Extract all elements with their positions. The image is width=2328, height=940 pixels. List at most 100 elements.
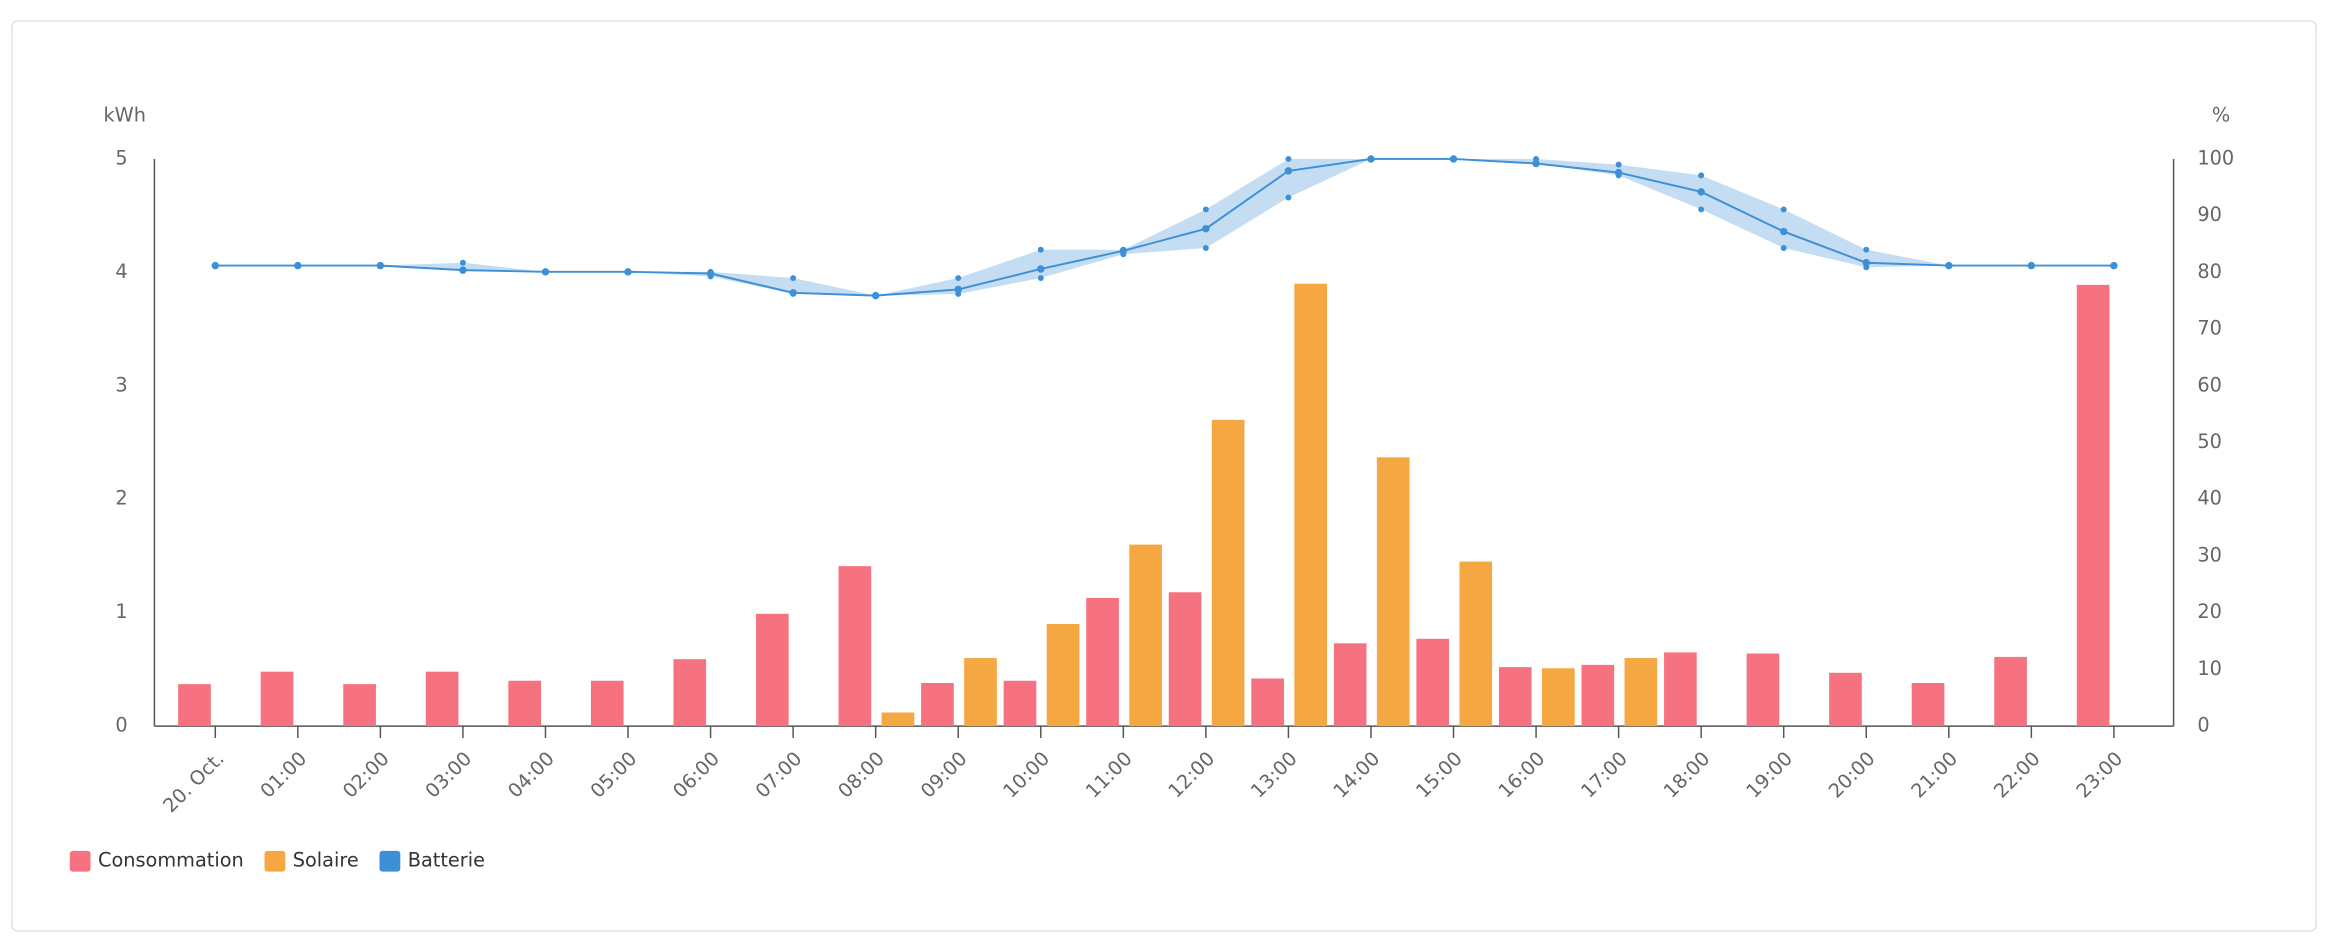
y2-tick-label: 90 <box>2197 203 2222 226</box>
range-marker <box>1202 245 1209 251</box>
bar <box>1294 283 1328 727</box>
range-marker <box>790 275 797 282</box>
bar <box>1624 658 1658 727</box>
range-marker <box>1037 275 1044 282</box>
bar <box>1086 597 1119 727</box>
y-tick-label: 1 <box>115 600 127 623</box>
line-marker <box>1697 188 1705 196</box>
range-marker <box>1202 206 1209 213</box>
y2-tick-label: 40 <box>2197 487 2222 510</box>
bar <box>343 684 376 727</box>
line-marker <box>1779 227 1788 236</box>
line-marker <box>376 261 385 270</box>
range-marker <box>955 275 962 282</box>
y-tick-label: 0 <box>115 714 127 737</box>
range-marker <box>1698 206 1705 213</box>
y-tick-label: 3 <box>115 373 127 396</box>
bar <box>964 658 997 727</box>
bar <box>508 680 542 727</box>
line-marker <box>1284 167 1293 175</box>
y-axis-label: kWh <box>103 103 146 126</box>
line-marker <box>954 285 962 294</box>
y-tick-label: 4 <box>115 260 127 283</box>
range-marker <box>1698 172 1705 179</box>
bar <box>756 613 789 727</box>
line-marker <box>1945 261 1953 270</box>
range-marker <box>1780 206 1787 213</box>
y2-tick-label: 60 <box>2197 373 2222 396</box>
line-marker <box>1037 265 1045 273</box>
bar <box>838 566 872 727</box>
y2-tick-label: 30 <box>2197 543 2222 566</box>
legend-swatch <box>264 850 286 872</box>
bar <box>673 659 707 727</box>
line-marker <box>1449 155 1458 163</box>
line-marker <box>789 289 797 297</box>
line-marker <box>459 266 467 274</box>
line-marker <box>1614 168 1623 177</box>
range-marker <box>1863 246 1870 253</box>
y2-tick-label: 100 <box>2197 146 2234 169</box>
range-marker <box>1780 245 1787 251</box>
bar <box>1046 624 1080 727</box>
line-marker <box>1367 155 1375 163</box>
range-marker <box>459 259 466 266</box>
y-tick-label: 2 <box>115 487 127 510</box>
range-marker <box>1037 246 1044 253</box>
bar <box>260 671 294 727</box>
bar <box>1333 643 1367 727</box>
line <box>215 157 2114 297</box>
bar <box>921 683 954 727</box>
legend-label: Batterie <box>408 849 485 872</box>
bar <box>1003 680 1037 727</box>
bar <box>1581 664 1615 727</box>
bar <box>425 671 459 727</box>
bar <box>1498 667 1532 727</box>
bar <box>881 712 915 727</box>
bar <box>1168 592 1202 727</box>
y2-tick-label: 10 <box>2197 657 2222 680</box>
bar <box>1416 638 1450 727</box>
bar <box>1211 419 1245 727</box>
range-marker <box>1615 161 1622 168</box>
bar <box>590 680 624 727</box>
y2-tick-label: 50 <box>2197 430 2222 453</box>
y-tick-label: 5 <box>115 146 127 169</box>
y2-tick-label: 20 <box>2197 600 2222 623</box>
line-marker <box>541 268 550 276</box>
y2-tick-label: 80 <box>2197 260 2222 283</box>
line-marker <box>2110 261 2118 270</box>
legend-label: Solaire <box>293 849 359 872</box>
line-marker <box>871 291 880 300</box>
line-marker <box>1119 247 1128 255</box>
bar <box>1129 544 1162 727</box>
y2-axis-label: % <box>2212 103 2230 126</box>
line-marker <box>706 269 715 278</box>
bar <box>178 684 211 727</box>
bar <box>1664 652 1697 727</box>
line-marker <box>1202 225 1210 233</box>
line-marker <box>1862 259 1870 267</box>
bar <box>1746 653 1780 727</box>
line-marker <box>294 261 302 270</box>
line-marker <box>2027 261 2036 270</box>
bar <box>1542 668 1575 727</box>
line-marker <box>1532 159 1540 168</box>
bar <box>1829 672 1862 727</box>
bar <box>1994 656 2027 727</box>
bar <box>1911 683 1945 727</box>
y2-tick-label: 70 <box>2197 317 2222 340</box>
y2-tick-label: 0 <box>2197 714 2209 737</box>
range-marker <box>1285 155 1292 162</box>
legend-label: Consommation <box>98 849 244 872</box>
bar <box>1376 457 1410 727</box>
bar <box>1459 561 1493 727</box>
bar <box>2076 284 2110 727</box>
line-marker <box>211 261 219 270</box>
bar <box>1251 678 1284 727</box>
range-marker <box>1285 194 1292 201</box>
chart-frame <box>11 20 2317 932</box>
line-marker <box>624 268 632 276</box>
